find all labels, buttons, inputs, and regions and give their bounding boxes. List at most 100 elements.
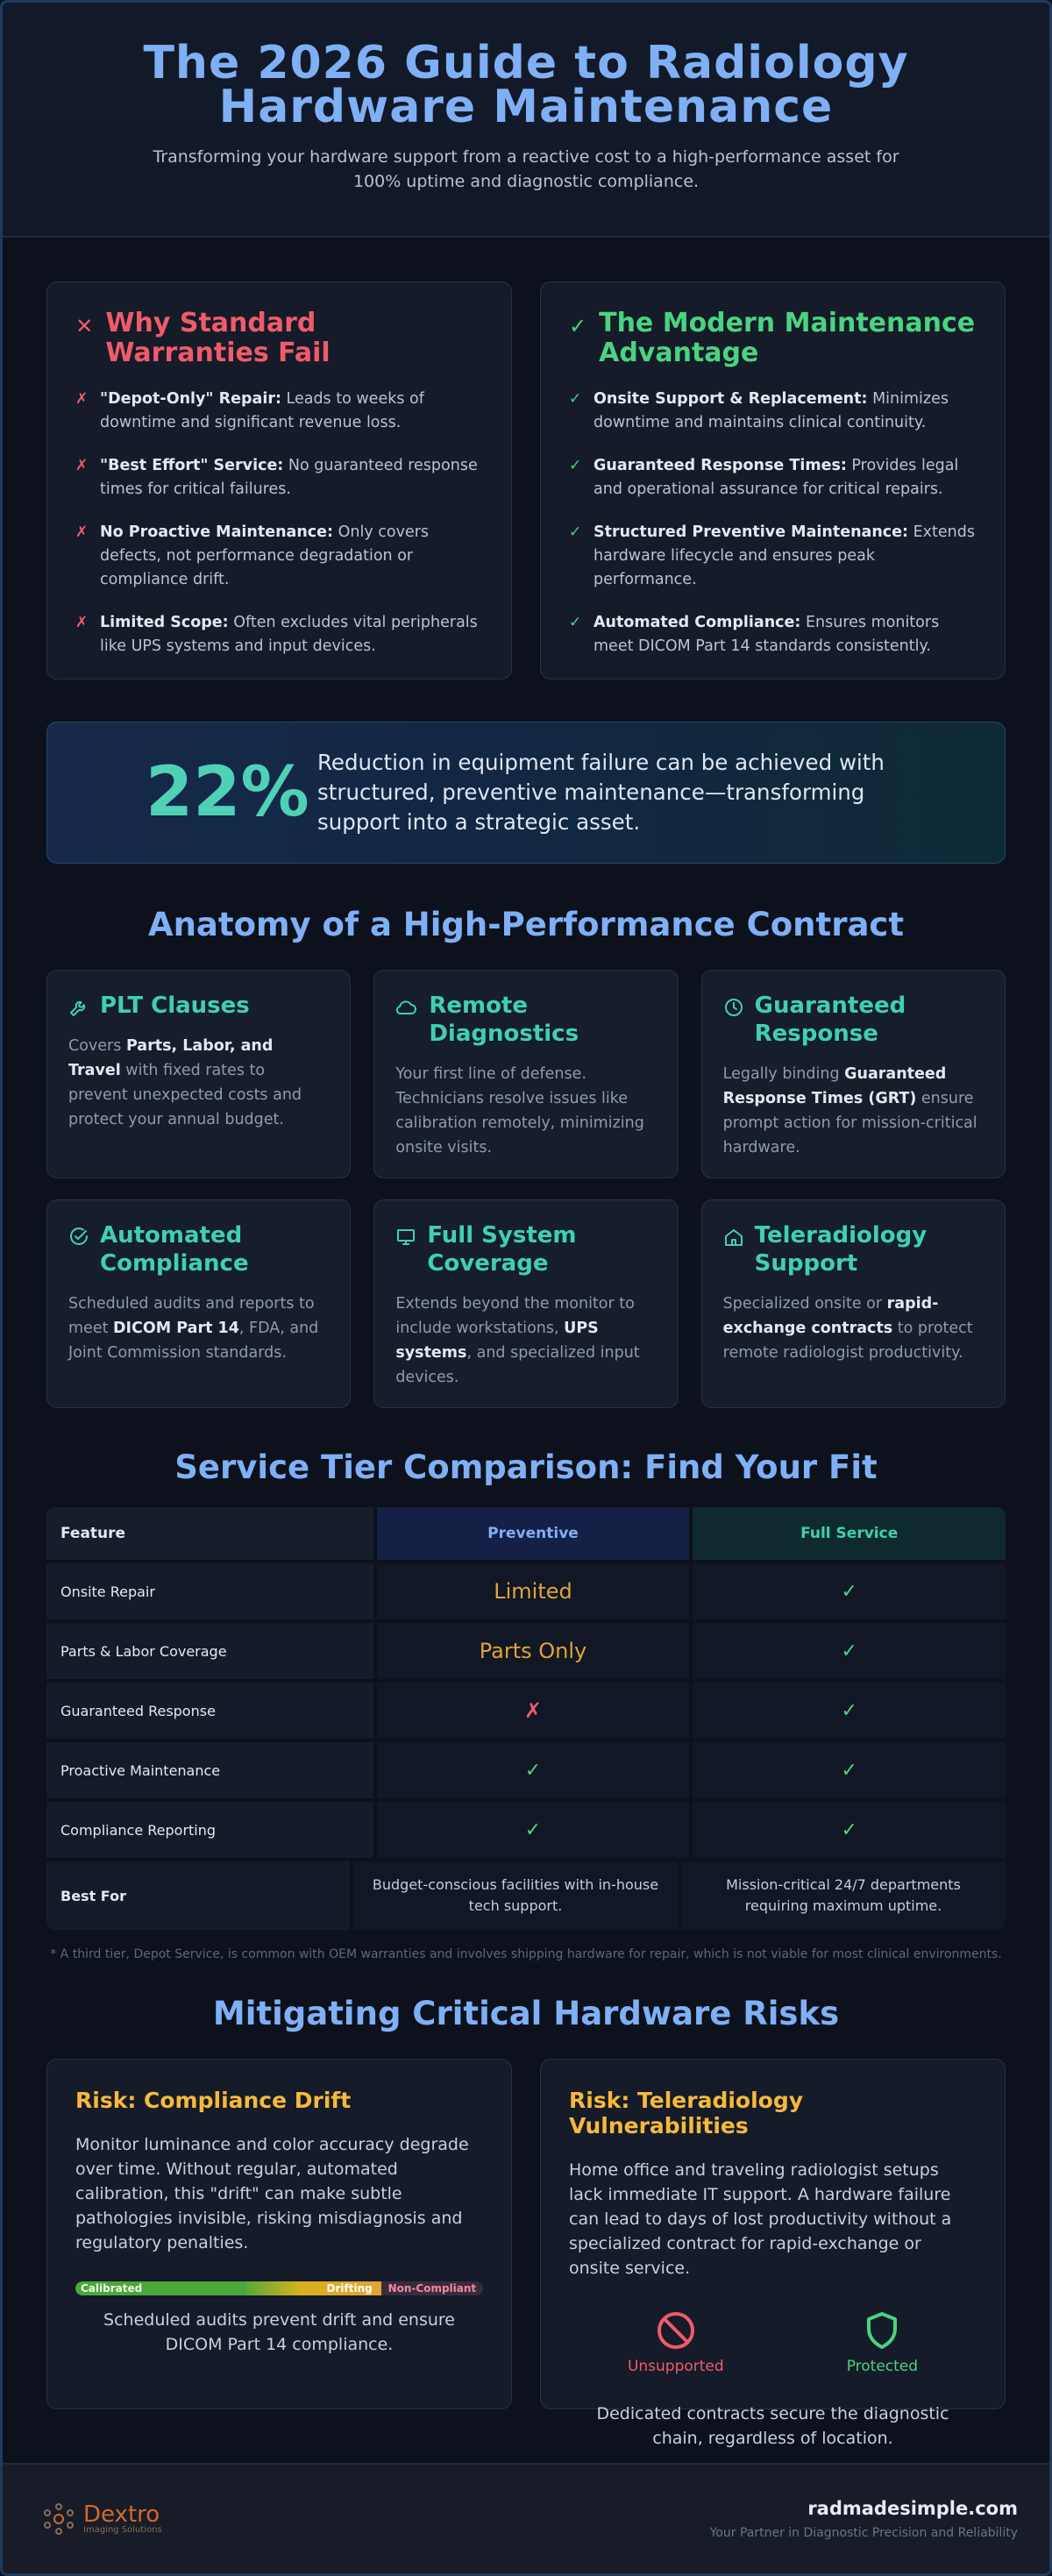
card-title: Guaranteed Response	[754, 993, 906, 1047]
monitor-icon	[397, 1229, 416, 1245]
warranties-fail-title: Why Standard Warranties Fail	[105, 308, 331, 368]
modern-advantage-title: The Modern Maintenance Advantage	[599, 308, 976, 368]
feature-cell: Guaranteed Response	[46, 1683, 373, 1739]
text-part: Extends beyond the monitor to include wo…	[395, 1295, 635, 1337]
unsupported-label: Unsupported	[627, 2358, 724, 2375]
feature-cell: Onsite Repair	[46, 1563, 373, 1619]
prohibited-icon	[657, 2312, 694, 2349]
table-header-row: Feature Preventive Full Service	[46, 1507, 1006, 1560]
full-service-cell: ✓	[693, 1742, 1006, 1798]
header-full-service: Full Service	[693, 1507, 1006, 1560]
table-row: Proactive Maintenance ✓ ✓	[46, 1742, 1006, 1798]
list-item: ✗ No Proactive Maintenance: Only covers d…	[75, 521, 483, 592]
item-label: Guaranteed Response Times:	[594, 457, 847, 474]
feature-cell: Best For	[46, 1861, 350, 1930]
full-service-cell: ✓	[693, 1623, 1006, 1679]
cloud-icon	[396, 1000, 417, 1015]
risk-text: Home office and traveling radiologist se…	[569, 2160, 952, 2278]
shield-icon	[867, 2312, 898, 2349]
item-label: "Depot-Only" Repair:	[100, 390, 281, 408]
text-bold: DICOM Part 14	[113, 1320, 239, 1337]
warranties-fail-list: ✗ "Depot-Only" Repair: Leads to weeks of …	[75, 388, 483, 658]
drifting-segment: Drifting	[246, 2281, 381, 2295]
full-service-cell: Mission-critical 24/7 departments requir…	[681, 1861, 1006, 1930]
list-item: ✓ Structured Preventive Maintenance: Exte…	[569, 521, 977, 592]
modern-advantage-list: ✓ Onsite Support & Replacement: Minimizes…	[569, 388, 977, 658]
text-part: with fixed rates to prevent unexpected c…	[68, 1062, 302, 1128]
tiers-title: Service Tier Comparison: Find Your Fit	[174, 1448, 878, 1486]
drift-caption: Scheduled audits prevent drift and ensur…	[103, 2310, 455, 2354]
modern-advantage-card: ✓ The Modern Maintenance Advantage ✓ Onsi…	[540, 281, 1006, 680]
item-label: Onsite Support & Replacement:	[594, 390, 868, 408]
hero-header: The 2026 Guide to Radiology Hardware Mai…	[3, 3, 1049, 238]
text-part: Covers	[68, 1037, 126, 1055]
text-part: , FDA, and Joint Commission standards.	[68, 1320, 319, 1362]
logo-subtitle: Imaging Solutions	[83, 2524, 162, 2535]
card-text: Specialized onsite or rapid-exchange con…	[723, 1292, 984, 1365]
page-subtitle: Transforming your hardware support from …	[153, 147, 899, 191]
text-part: Scheduled audits and reports to meet	[68, 1295, 315, 1337]
card-text: Covers Parts, Labor, and Travel with fix…	[68, 1034, 329, 1132]
full-service-cell: ✓	[693, 1563, 1006, 1619]
card-text: Extends beyond the monitor to include wo…	[395, 1292, 656, 1390]
list-item: ✗ "Depot-Only" Repair: Leads to weeks of …	[75, 388, 483, 435]
feature-card-coverage: Full System Coverage Extends beyond the …	[373, 1199, 679, 1408]
teleradiology-card: Risk: Teleradiology Vulnerabilities Home…	[540, 2059, 1006, 2448]
text-part: ensure prompt action for mission-critica…	[722, 1090, 977, 1156]
website-link[interactable]: radmadesimple.com	[807, 2498, 1018, 2519]
text-part: , and specialized input devices.	[395, 1344, 640, 1386]
check-mark-icon: ✓	[569, 523, 582, 541]
preventive-cell: ✓	[376, 1802, 690, 1858]
check-mark-icon: ✓	[569, 614, 582, 631]
item-label: No Proactive Maintenance:	[100, 523, 334, 541]
table-row: Guaranteed Response ✗ ✓	[46, 1683, 1006, 1739]
card-text: Legally binding Guaranteed Response Time…	[723, 1062, 984, 1160]
card-title: Remote Diagnostics	[429, 993, 579, 1047]
preventive-cell: Limited	[376, 1563, 690, 1619]
item-text: Ensures monitors meet DICOM Part 14 stan…	[594, 614, 940, 655]
home-icon	[724, 1229, 743, 1246]
card-text: Your first line of defense. Technicians …	[395, 1065, 644, 1156]
text-part: Legally binding	[722, 1065, 845, 1083]
wrench-icon	[70, 1000, 86, 1016]
footer-tagline: Your Partner in Diagnostic Precision and…	[709, 2526, 1018, 2540]
feature-cell: Parts & Labor Coverage	[46, 1623, 373, 1679]
comparison-section: ✕ Why Standard Warranties Fail ✗ "Depot-O…	[3, 281, 1049, 680]
feature-card-response: Guaranteed Response Legally binding Guar…	[700, 970, 1006, 1178]
risk-text: Monitor luminance and color accuracy deg…	[75, 2135, 469, 2252]
calibrated-segment: Calibrated	[75, 2281, 247, 2295]
logo-mark-icon	[44, 2503, 74, 2535]
item-text: Leads to weeks of downtime and significa…	[100, 390, 424, 431]
check-mark-icon: ✓	[569, 457, 582, 474]
item-text: No guaranteed response times for critica…	[100, 457, 478, 498]
header-feature: Feature	[46, 1507, 373, 1560]
check-circle-icon	[70, 1228, 88, 1245]
stat-value: 22%	[146, 753, 309, 832]
unsupported-status: Unsupported	[628, 2310, 724, 2375]
feature-card-compliance: Automated Compliance Scheduled audits an…	[46, 1199, 352, 1408]
drift-bar: Calibrated Drifting Non-Compliant	[75, 2281, 483, 2295]
header-preventive: Preventive	[376, 1507, 690, 1560]
item-label: Automated Compliance:	[594, 614, 801, 631]
full-service-cell: ✓	[693, 1683, 1006, 1739]
text-bold: rapid-exchange contracts	[722, 1295, 939, 1337]
table-footnote: * A third tier, Depot Service, is common…	[50, 1947, 1002, 1961]
preventive-cell: ✗	[376, 1683, 690, 1739]
best-for-row: Best For Budget-conscious facilities wit…	[46, 1861, 1006, 1930]
text-bold: Parts, Labor, and Travel	[68, 1037, 274, 1079]
table-row: Parts & Labor Coverage Parts Only ✓	[46, 1623, 1006, 1679]
card-title: Teleradiology Support	[754, 1222, 928, 1277]
item-text: Only covers defects, not performance deg…	[100, 523, 430, 588]
x-icon: ✕	[75, 314, 94, 338]
list-item: ✗ Limited Scope: Often excludes vital per…	[75, 611, 483, 658]
anatomy-title: Anatomy of a High-Performance Contract	[147, 906, 905, 943]
stat-text: Reduction in equipment failure can be ac…	[317, 750, 885, 835]
clock-icon	[724, 999, 743, 1016]
list-item: ✓ Guaranteed Response Times: Provides leg…	[569, 454, 977, 502]
feature-card-teleradiology: Teleradiology Support Specialized onsite…	[700, 1199, 1006, 1408]
text-part: to protect remote radiologist productivi…	[722, 1320, 973, 1362]
tele-caption: Dedicated contracts secure the diagnosti…	[596, 2404, 949, 2448]
feature-card-plt: PLT Clauses Covers Parts, Labor, and Tra…	[46, 970, 352, 1178]
risk-title: Risk: Compliance Drift	[75, 2088, 352, 2113]
